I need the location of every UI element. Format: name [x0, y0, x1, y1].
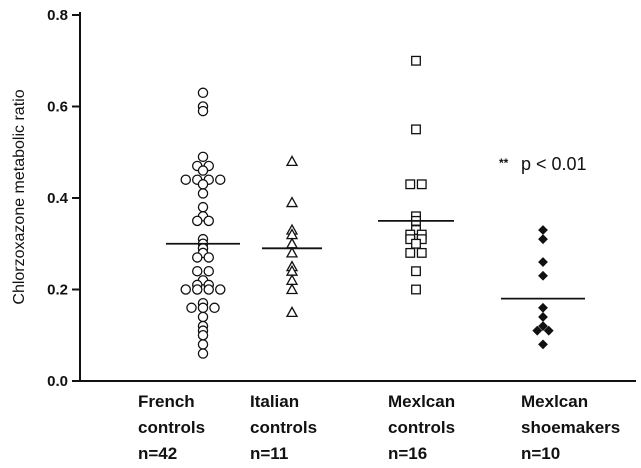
data-point — [191, 215, 203, 227]
data-point — [538, 339, 548, 350]
data-point — [203, 265, 214, 277]
group-3 — [501, 225, 585, 350]
data-point — [543, 325, 554, 336]
data-point — [197, 179, 209, 190]
data-point — [538, 225, 548, 235]
category-label-line: n=10 — [521, 444, 560, 463]
y-axis-label: Chlorzoxazone metabolic ratio — [11, 89, 28, 304]
data-point — [405, 247, 416, 258]
data-point — [186, 302, 197, 314]
category-label-line: controls — [388, 418, 455, 437]
category-label-line: Mexlcan — [521, 392, 588, 411]
data-point — [411, 55, 421, 66]
data-point — [411, 124, 421, 135]
data-point — [416, 179, 427, 190]
data-point — [538, 312, 548, 322]
data-point — [285, 274, 299, 286]
significance-text: p < 0.01 — [521, 154, 587, 174]
category-label-line: French — [138, 392, 195, 411]
data-point — [191, 252, 203, 263]
data-point — [532, 325, 543, 336]
data-point — [197, 151, 209, 163]
data-point — [538, 302, 548, 313]
data-point — [197, 329, 209, 341]
category-label-line: n=11 — [250, 444, 288, 463]
group-2 — [378, 55, 454, 295]
data-point — [191, 284, 203, 295]
group-1 — [262, 155, 322, 318]
data-point — [285, 237, 299, 249]
category-label-line: n=16 — [388, 444, 427, 463]
data-point — [538, 257, 548, 267]
data-point — [180, 284, 191, 295]
category-label-line: controls — [138, 418, 205, 437]
data-point — [203, 215, 214, 227]
y-ticks: 0.0 0.2 0.4 0.6 0.8 — [47, 7, 80, 390]
data-point — [285, 246, 299, 258]
data-point — [285, 306, 299, 318]
data-point — [180, 174, 191, 185]
data-point — [197, 87, 209, 99]
data-point — [197, 188, 209, 199]
data-point — [214, 174, 226, 185]
significance-stars: ** — [499, 156, 509, 170]
y-tick-label: 0.4 — [47, 190, 69, 207]
significance-annotation: ** p < 0.01 — [499, 154, 587, 174]
data-point — [197, 165, 209, 176]
category-label-line: n=42 — [138, 444, 177, 463]
data-point — [203, 252, 214, 263]
group-0 — [166, 87, 240, 359]
data-point — [203, 284, 214, 295]
data-point — [416, 247, 427, 258]
data-point — [411, 266, 421, 277]
data-point — [538, 234, 548, 245]
y-axis: 0.0 0.2 0.4 0.6 0.8 — [47, 7, 81, 390]
data-point — [197, 201, 209, 213]
data-point — [411, 238, 421, 249]
y-tick-label: 0.0 — [47, 373, 68, 390]
data-point — [197, 339, 209, 350]
category-labels: French controls n=42 Italian controls n=11 Mex… — [138, 392, 620, 463]
data-point — [411, 284, 421, 295]
data-point — [214, 284, 226, 295]
data-point — [285, 283, 299, 295]
category-label-line: shoemakers — [521, 418, 620, 437]
data-point — [197, 302, 209, 314]
data-point — [209, 302, 220, 314]
data-point — [285, 155, 299, 167]
y-tick-label: 0.2 — [47, 282, 68, 299]
data-point — [197, 311, 209, 323]
y-tick-label: 0.8 — [47, 7, 68, 24]
data-point — [405, 179, 416, 190]
data-groups — [166, 55, 585, 359]
data-point — [538, 270, 548, 281]
category-label-line: controls — [250, 418, 317, 437]
category-label-line: Mexlcan — [388, 392, 455, 411]
data-point — [285, 196, 299, 208]
y-tick-label: 0.6 — [47, 99, 68, 116]
category-label-line: Italian — [250, 392, 299, 411]
data-point — [538, 321, 548, 332]
data-point — [191, 265, 203, 277]
data-point — [197, 348, 209, 359]
data-point — [197, 105, 209, 117]
